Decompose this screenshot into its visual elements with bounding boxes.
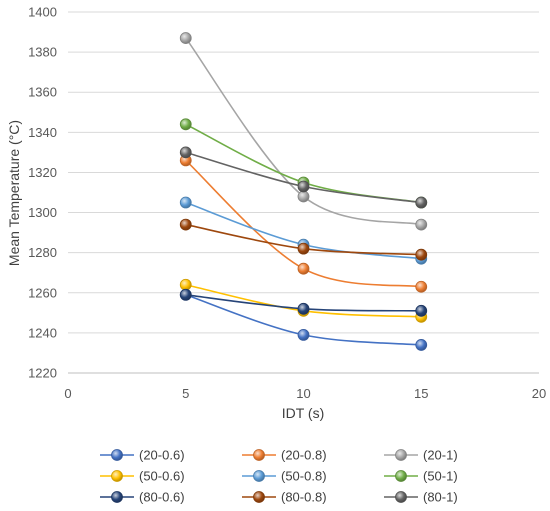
data-point bbox=[297, 302, 310, 315]
legend-marker bbox=[253, 449, 265, 461]
legend-label: (20-1) bbox=[423, 448, 458, 463]
y-tick-label: 1240 bbox=[28, 325, 57, 340]
legend-label: (80-0.6) bbox=[139, 490, 185, 505]
legend-marker bbox=[253, 491, 265, 503]
data-point bbox=[297, 242, 310, 255]
y-axis-title: Mean Temperature (°C) bbox=[6, 120, 22, 266]
legend-label: (20-0.6) bbox=[139, 448, 185, 463]
x-tick-label: 15 bbox=[414, 386, 428, 401]
x-tick-label: 20 bbox=[532, 386, 546, 401]
data-point bbox=[179, 32, 192, 44]
data-point bbox=[179, 196, 192, 209]
x-tick-label: 0 bbox=[64, 386, 71, 401]
data-point bbox=[179, 118, 192, 131]
data-point bbox=[415, 339, 428, 351]
data-point bbox=[415, 280, 428, 293]
legend-label: (80-0.8) bbox=[281, 490, 327, 505]
legend-marker bbox=[111, 470, 123, 482]
y-tick-label: 1320 bbox=[28, 165, 57, 180]
legend-label: (50-0.8) bbox=[281, 469, 327, 484]
legend-marker bbox=[395, 449, 407, 461]
data-point bbox=[415, 248, 428, 261]
data-point bbox=[179, 218, 192, 231]
legend-marker bbox=[111, 491, 123, 503]
legend-marker bbox=[253, 470, 265, 482]
data-point bbox=[179, 146, 192, 159]
data-point bbox=[415, 196, 428, 209]
legend-marker bbox=[395, 470, 407, 482]
y-tick-label: 1360 bbox=[28, 85, 57, 100]
data-point bbox=[415, 218, 428, 231]
data-point bbox=[297, 328, 310, 341]
data-point bbox=[297, 190, 310, 203]
y-tick-label: 1300 bbox=[28, 205, 57, 220]
y-tick-label: 1340 bbox=[28, 125, 57, 140]
y-tick-label: 1380 bbox=[28, 45, 57, 60]
legend-label: (50-1) bbox=[423, 469, 458, 484]
y-tick-label: 1400 bbox=[28, 5, 57, 20]
y-tick-label: 1280 bbox=[28, 245, 57, 260]
data-point bbox=[179, 288, 192, 301]
legend-marker bbox=[395, 491, 407, 503]
legend-label: (20-0.8) bbox=[281, 448, 327, 463]
data-point bbox=[297, 180, 310, 193]
y-tick-label: 1220 bbox=[28, 366, 57, 381]
data-point bbox=[297, 262, 310, 275]
x-tick-label: 5 bbox=[182, 386, 189, 401]
data-point bbox=[179, 278, 192, 291]
legend-marker bbox=[111, 449, 123, 461]
x-axis-title: IDT (s) bbox=[282, 405, 325, 421]
legend-label: (80-1) bbox=[423, 490, 458, 505]
x-tick-label: 10 bbox=[296, 386, 310, 401]
y-tick-label: 1260 bbox=[28, 285, 57, 300]
data-point bbox=[415, 304, 428, 317]
legend-label: (50-0.6) bbox=[139, 469, 185, 484]
